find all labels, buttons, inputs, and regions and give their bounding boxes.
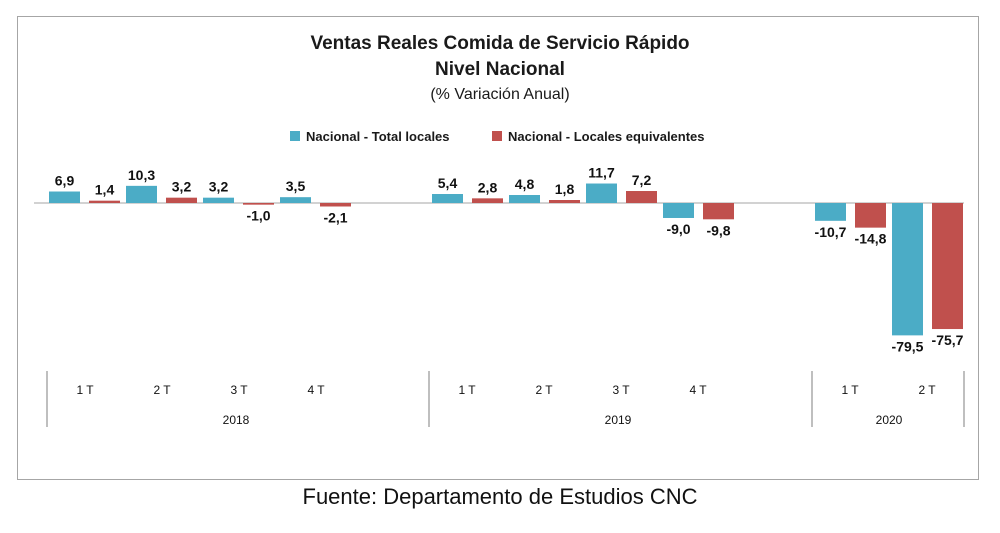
data-label-equivalentes-0: 1,4 [95, 182, 115, 198]
tick-label-year-2018: 2018 [223, 413, 250, 427]
data-label-equivalentes-9: -75,7 [932, 332, 964, 348]
bar-chart: Ventas Reales Comida de Servicio Rápido … [34, 33, 965, 427]
bar-equivalentes-6[interactable] [626, 191, 657, 203]
source-note: Fuente: Departamento de Estudios CNC [302, 484, 698, 509]
legend-item-total[interactable]: Nacional - Total locales [290, 129, 450, 144]
data-label-total-0: 6,9 [55, 173, 75, 189]
legend: Nacional - Total locales Nacional - Loca… [290, 129, 705, 144]
bar-equivalentes-4[interactable] [472, 198, 503, 203]
data-label-total-3: 3,5 [286, 178, 306, 194]
tick-label-year-2020: 2020 [876, 413, 903, 427]
legend-swatch-equivalentes [492, 131, 502, 141]
tick-label-quarter-8: 1 T [841, 383, 859, 397]
data-label-total-5: 4,8 [515, 176, 535, 192]
chart-subtitle: (% Variación Anual) [430, 86, 569, 103]
chart-title-line2: Nivel Nacional [435, 59, 565, 80]
data-label-total-6: 11,7 [588, 165, 615, 181]
bar-equivalentes-0[interactable] [89, 200, 120, 203]
data-label-total-1: 10,3 [128, 167, 155, 183]
bar-equivalentes-3[interactable] [320, 203, 351, 207]
data-label-equivalentes-3: -2,1 [323, 209, 347, 225]
data-label-equivalentes-6: 7,2 [632, 172, 652, 188]
data-label-equivalentes-5: 1,8 [555, 181, 575, 197]
bar-total-7[interactable] [663, 203, 694, 218]
tick-label-quarter-3: 4 T [307, 383, 325, 397]
bar-total-1[interactable] [126, 185, 157, 203]
bar-equivalentes-9[interactable] [932, 203, 963, 330]
tick-label-quarter-9: 2 T [918, 383, 936, 397]
data-label-total-8: -10,7 [815, 224, 847, 240]
tick-label-quarter-5: 2 T [535, 383, 553, 397]
bar-total-9[interactable] [892, 203, 923, 336]
data-label-equivalentes-8: -14,8 [855, 231, 887, 247]
chart-title: Ventas Reales Comida de Servicio Rápido [310, 33, 689, 54]
bar-total-0[interactable] [49, 191, 80, 203]
data-label-equivalentes-2: -1,0 [246, 208, 270, 224]
bar-total-5[interactable] [509, 195, 540, 203]
data-label-total-7: -9,0 [666, 221, 690, 237]
data-label-equivalentes-7: -9,8 [706, 222, 730, 238]
bar-total-6[interactable] [586, 183, 617, 203]
bar-equivalentes-8[interactable] [855, 203, 886, 228]
legend-swatch-total [290, 131, 300, 141]
chart-frame: Ventas Reales Comida de Servicio Rápido … [17, 16, 979, 480]
data-label-total-2: 3,2 [209, 179, 229, 195]
bar-total-8[interactable] [815, 203, 846, 221]
tick-label-quarter-4: 1 T [458, 383, 476, 397]
tick-label-year-2019: 2019 [605, 413, 632, 427]
bar-equivalentes-1[interactable] [166, 197, 197, 203]
legend-item-equivalentes[interactable]: Nacional - Locales equivalentes [492, 129, 705, 144]
legend-label-total: Nacional - Total locales [306, 129, 450, 144]
x-axis: 1 T 2 T 3 T 4 T 1 T 2 T 3 T 4 T 1 T 2 T 2018 2019 20… [46, 371, 965, 427]
data-label-total-4: 5,4 [438, 175, 458, 191]
tick-label-quarter-7: 4 T [689, 383, 707, 397]
tick-label-quarter-2: 3 T [230, 383, 248, 397]
bar-total-2[interactable] [203, 197, 234, 203]
tick-label-quarter-1: 2 T [153, 383, 171, 397]
data-label-total-9: -79,5 [892, 338, 924, 354]
plot-area: 6,9 10,3 3,2 3,5 5,4 4,8 11,7 -9,0 -10,7 -79,5 1,4… [34, 165, 964, 354]
bar-equivalentes-5[interactable] [549, 200, 580, 203]
bar-total-3[interactable] [280, 197, 311, 203]
data-label-equivalentes-4: 2,8 [478, 179, 498, 195]
tick-label-quarter-6: 3 T [612, 383, 630, 397]
tick-label-quarter-0: 1 T [76, 383, 94, 397]
legend-label-equivalentes: Nacional - Locales equivalentes [508, 129, 705, 144]
data-label-equivalentes-1: 3,2 [172, 179, 192, 195]
bar-total-4[interactable] [432, 194, 463, 203]
bar-equivalentes-7[interactable] [703, 203, 734, 220]
bar-equivalentes-2[interactable] [243, 203, 274, 205]
